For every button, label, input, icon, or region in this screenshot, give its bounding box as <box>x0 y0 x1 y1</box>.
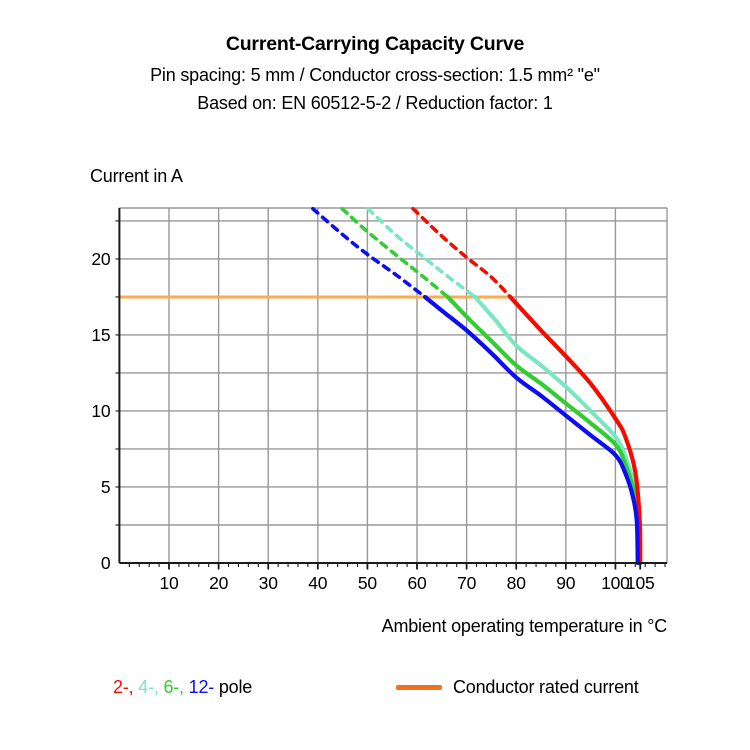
y-tick-label: 20 <box>91 249 111 269</box>
y-tick-label: 0 <box>101 553 111 573</box>
legend-pole-tokens: 2-, 4-, 6-, 12- <box>113 677 219 697</box>
legend-pole-counts: 2-, 4-, 6-, 12- pole <box>113 677 252 698</box>
x-tick-label: 20 <box>209 573 229 593</box>
legend-pole-label: 4-, <box>138 677 164 697</box>
curve-dashed-2-pole <box>411 206 513 299</box>
x-tick-label: 100 <box>601 573 630 593</box>
curve-solid-12-pole <box>422 294 640 566</box>
y-axis-title: Current in A <box>90 166 183 186</box>
legend-pole-label: 2-, <box>113 677 139 697</box>
x-tick-label: 30 <box>259 573 279 593</box>
x-tick-label: 90 <box>556 573 576 593</box>
curve-dashed-12-pole <box>311 206 427 299</box>
x-tick-label: 50 <box>358 573 378 593</box>
x-tick-label: 80 <box>507 573 527 593</box>
x-tick-label: 70 <box>457 573 477 593</box>
x-tick-label: 105 <box>626 573 655 593</box>
x-tick-label: 10 <box>159 573 179 593</box>
legend-rated-current: Conductor rated current <box>396 677 639 698</box>
x-tick-label: 40 <box>308 573 328 593</box>
legend-pole-label: 12- <box>188 677 219 697</box>
chart-subtitle-line2: Based on: EN 60512-5-2 / Reduction facto… <box>197 93 553 113</box>
x-axis-title: Ambient operating temperature in °C <box>381 616 668 636</box>
chart-title: Current-Carrying Capacity Curve <box>225 33 525 55</box>
legend-pole-label: 6-, <box>163 677 189 697</box>
y-tick-label: 15 <box>91 325 110 345</box>
y-tick-label: 10 <box>91 401 111 421</box>
curve-dashed-6-pole <box>340 206 450 299</box>
curve-dashed-4-pole <box>366 206 477 299</box>
y-tick-label: 5 <box>101 477 111 497</box>
legend-pole-suffix: pole <box>218 677 253 697</box>
legend-rated-swatch <box>396 685 442 690</box>
legend-rated-label: Conductor rated current <box>453 677 639 697</box>
curve-solid-2-pole <box>508 294 643 566</box>
x-tick-label: 60 <box>407 573 427 593</box>
chart-subtitle-line1: Pin spacing: 5 mm / Conductor cross-sect… <box>150 65 600 85</box>
